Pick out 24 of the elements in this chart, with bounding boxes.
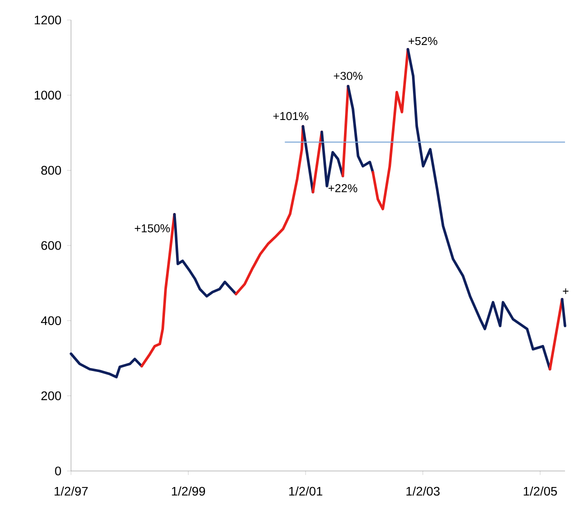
- line-series: [234, 125, 304, 296]
- line-series: [406, 48, 552, 370]
- line-series: [173, 212, 238, 298]
- line-series: [372, 48, 410, 210]
- x-tick-label: 1/2/03: [406, 486, 440, 496]
- x-tick-label: 1/2/99: [172, 486, 206, 496]
- line-series: [70, 352, 143, 378]
- x-tick-label: 1/2/05: [524, 486, 557, 496]
- y-tick-label: 600: [41, 241, 62, 250]
- x-tick-label: 1/2/97: [54, 486, 88, 496]
- annotation: +30%: [334, 72, 363, 80]
- y-tick-label: 200: [41, 391, 62, 400]
- annotation: +52%: [408, 36, 438, 46]
- y-tick-label: 0: [55, 466, 62, 476]
- y-tick-label: 1200: [34, 16, 62, 24]
- annotation: +150%: [134, 224, 170, 232]
- annotation: +22%: [328, 184, 358, 192]
- line-series: [346, 84, 374, 174]
- x-tick-label: 1/2/01: [289, 486, 322, 496]
- y-tick-label: 800: [41, 166, 62, 175]
- annotation: +101%: [273, 112, 308, 120]
- y-tick-label: 1000: [34, 90, 62, 100]
- annotation: +: [562, 288, 568, 294]
- y-tick-label: 400: [41, 316, 62, 326]
